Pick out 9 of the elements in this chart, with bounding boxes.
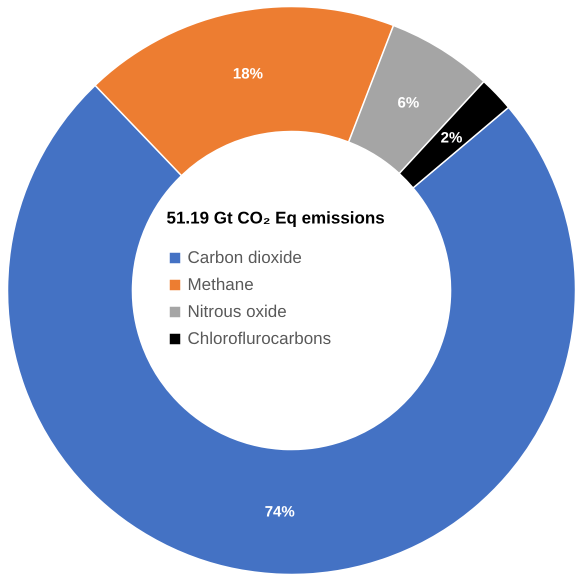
data-label: 18%: [232, 65, 263, 82]
data-label: 74%: [264, 504, 295, 521]
legend-label: Chloroflurocarbons: [188, 329, 332, 348]
data-label: 2%: [440, 129, 462, 146]
legend-label: Nitrous oxide: [188, 302, 287, 321]
legend-title: 51.19 Gt CO₂ Eq emissions: [166, 208, 385, 228]
legend-label: Methane: [188, 275, 254, 294]
legend-label: Carbon dioxide: [188, 248, 302, 267]
data-label: 6%: [398, 94, 420, 112]
